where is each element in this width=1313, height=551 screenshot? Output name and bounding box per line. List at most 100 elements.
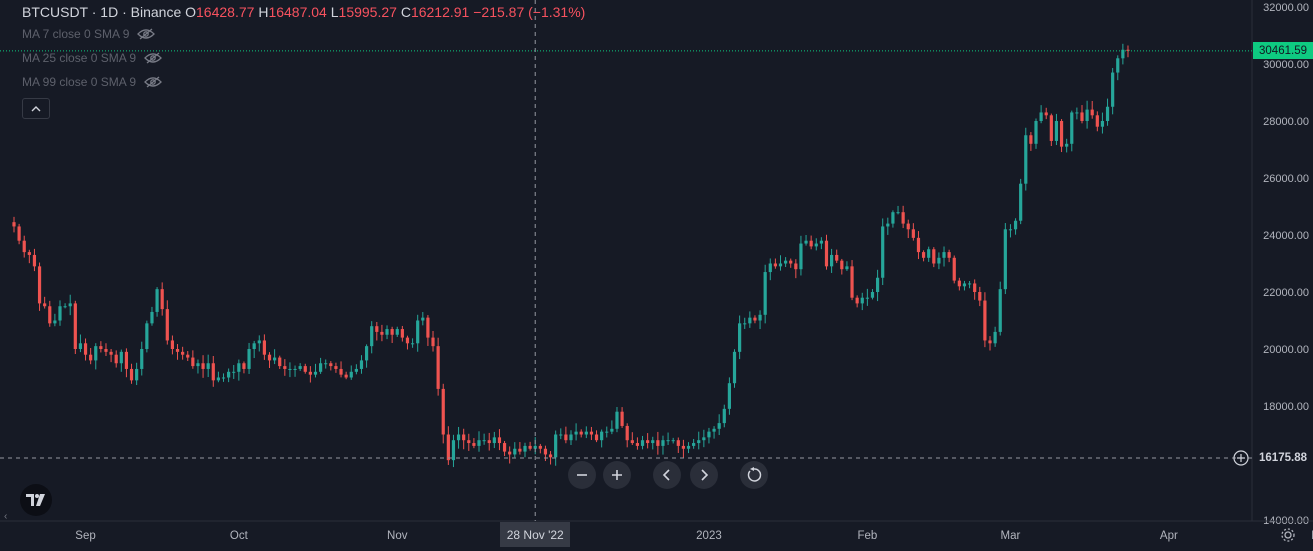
candle-body bbox=[27, 252, 31, 255]
candle-body bbox=[630, 440, 634, 444]
candle-body bbox=[329, 363, 333, 367]
candle-body bbox=[916, 237, 921, 253]
collapse-indicators-button[interactable] bbox=[22, 98, 50, 119]
candle-body bbox=[804, 240, 808, 244]
y-tick-label: 22000.00 bbox=[1263, 287, 1309, 299]
candle-body bbox=[845, 266, 849, 270]
candle-body bbox=[298, 366, 302, 369]
candle-body bbox=[625, 425, 629, 441]
candle-body bbox=[778, 263, 783, 267]
eye-hidden-icon[interactable] bbox=[144, 52, 162, 64]
candle-body bbox=[324, 363, 328, 365]
candle-body bbox=[881, 226, 885, 278]
candle-body bbox=[1065, 143, 1069, 147]
candle-body bbox=[201, 363, 205, 369]
candle-body bbox=[656, 440, 660, 446]
candle-body bbox=[610, 428, 614, 432]
candle-body bbox=[451, 440, 456, 461]
candle-body bbox=[1075, 112, 1079, 114]
candle-body bbox=[569, 434, 573, 441]
candle-body bbox=[584, 431, 588, 435]
candle-body bbox=[640, 440, 645, 446]
candle-body bbox=[891, 212, 895, 224]
gear-icon[interactable] bbox=[1280, 527, 1296, 543]
candle-body bbox=[1044, 112, 1048, 116]
candle-body bbox=[896, 212, 900, 214]
candle-body bbox=[523, 445, 527, 452]
candle-body bbox=[855, 297, 859, 304]
candle-body bbox=[620, 411, 624, 426]
candle-body bbox=[155, 289, 159, 312]
candle-body bbox=[758, 314, 762, 321]
chevron-up-icon bbox=[31, 105, 41, 111]
candle-body bbox=[763, 272, 767, 315]
candle-body bbox=[784, 260, 788, 264]
candle-body bbox=[395, 329, 399, 335]
candle-body bbox=[1095, 115, 1099, 127]
candle-body bbox=[1008, 229, 1013, 231]
candle-body bbox=[1003, 229, 1007, 290]
candle-body bbox=[114, 354, 118, 364]
y-tick-label: 26000.00 bbox=[1263, 173, 1309, 185]
candle-body bbox=[840, 260, 844, 270]
candle-body bbox=[998, 289, 1002, 332]
candle-body bbox=[528, 445, 532, 449]
scroll-right-button[interactable] bbox=[690, 461, 718, 489]
candle-body bbox=[385, 329, 389, 335]
candle-body bbox=[921, 252, 926, 258]
candle-body bbox=[666, 440, 670, 442]
eye-hidden-icon[interactable] bbox=[144, 76, 162, 88]
candle-body bbox=[492, 437, 496, 444]
candle-body bbox=[819, 240, 823, 244]
candle-body bbox=[58, 306, 62, 321]
ma7-indicator[interactable]: MA 7 close 0 SMA 9 bbox=[22, 27, 156, 41]
candle-body bbox=[753, 317, 757, 321]
reset-chart-button[interactable] bbox=[740, 461, 768, 489]
chevron-right-icon bbox=[701, 469, 709, 481]
candle-body bbox=[594, 434, 599, 441]
tradingview-logo-icon bbox=[26, 494, 45, 506]
candle-body bbox=[12, 222, 16, 227]
zoom-in-button[interactable] bbox=[603, 461, 631, 489]
candle-body bbox=[886, 223, 890, 227]
eye-hidden-icon[interactable] bbox=[137, 28, 156, 40]
candle-body bbox=[257, 340, 261, 344]
y-tick-label: 32000.00 bbox=[1263, 2, 1309, 14]
zoom-out-button[interactable] bbox=[568, 461, 596, 489]
candles-layer bbox=[12, 43, 1130, 468]
candle-body bbox=[988, 340, 992, 344]
add-plus-circle-icon[interactable] bbox=[1233, 450, 1249, 466]
candle-body bbox=[124, 351, 129, 369]
candle-body bbox=[768, 263, 772, 273]
candle-body bbox=[175, 349, 180, 352]
candle-body bbox=[191, 357, 195, 367]
candle-body bbox=[247, 349, 251, 369]
candle-body bbox=[380, 331, 384, 335]
candle-body bbox=[697, 440, 701, 444]
candle-body bbox=[308, 371, 312, 375]
candle-body bbox=[717, 423, 721, 429]
candle-body bbox=[605, 431, 609, 433]
indicator-label: MA 25 close 0 SMA 9 bbox=[22, 51, 137, 65]
candle-body bbox=[237, 363, 241, 372]
scroll-left-button[interactable] bbox=[653, 461, 681, 489]
ma25-indicator[interactable]: MA 25 close 0 SMA 9 bbox=[22, 51, 162, 65]
candle-body bbox=[1049, 115, 1053, 141]
candle-body bbox=[1059, 121, 1064, 147]
candle-body bbox=[211, 363, 215, 381]
scroll-left-arrow-icon[interactable]: ‹ bbox=[4, 511, 8, 522]
candle-body bbox=[462, 434, 466, 441]
ma99-indicator[interactable]: MA 99 close 0 SMA 9 bbox=[22, 75, 162, 89]
candle-body bbox=[1024, 135, 1028, 184]
candle-body bbox=[242, 363, 246, 369]
change-value: −215.87 (−1.31%) bbox=[473, 4, 586, 20]
x-tick-label: Nov bbox=[387, 530, 408, 542]
candle-body bbox=[967, 283, 972, 285]
candle-body bbox=[359, 360, 364, 369]
tradingview-logo[interactable] bbox=[20, 484, 52, 516]
candle-body bbox=[364, 346, 369, 361]
candle-body bbox=[789, 260, 793, 264]
candle-body bbox=[426, 317, 430, 338]
last-price-tag: 30461.59 bbox=[1253, 42, 1313, 60]
